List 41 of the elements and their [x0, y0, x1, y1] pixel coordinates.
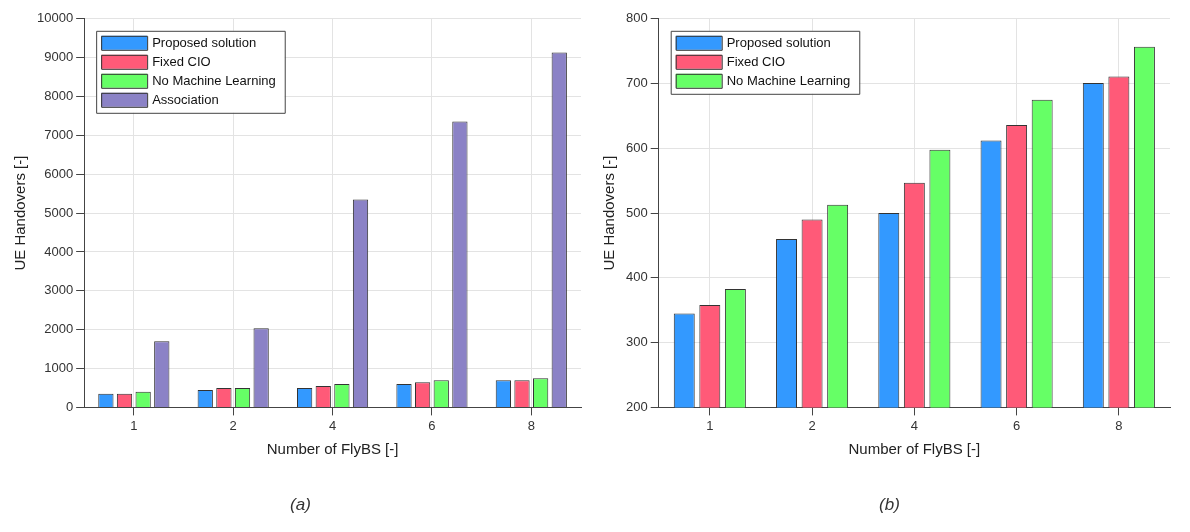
x-axis-title: Number of FlyBS [-]	[848, 440, 981, 458]
legend-label: No Machine Learning	[726, 73, 851, 89]
x-axis-title: Number of FlyBS [-]	[266, 440, 399, 458]
y-axis-title: UE Handovers [-]	[11, 155, 29, 271]
y-tick-label: 200	[625, 398, 648, 414]
x-tick-label: 8	[1115, 417, 1123, 433]
y-tick-label: 2000	[44, 321, 74, 337]
y-tick-label: 6000	[44, 165, 74, 181]
y-tick-label: 500	[625, 204, 648, 220]
y-tick-label: 9000	[44, 49, 74, 65]
x-tick-label: 8	[527, 417, 535, 433]
y-tick-label: 10000	[36, 10, 74, 26]
y-tick-label: 300	[625, 334, 648, 350]
y-tick-label: 8000	[44, 88, 74, 104]
y-tick-label: 800	[625, 10, 648, 26]
legend-label: Proposed solution	[152, 35, 257, 51]
y-tick-label: 3000	[44, 282, 74, 298]
legend-label: Association	[152, 92, 219, 108]
x-tick-label: 2	[808, 417, 816, 433]
x-tick-label: 2	[229, 417, 237, 433]
x-tick-label: 4	[328, 417, 337, 433]
y-tick-label: 600	[625, 139, 648, 155]
legend-label: Proposed solution	[726, 35, 831, 51]
text: (b)	[879, 495, 900, 515]
y-axis-title: UE Handovers [-]	[600, 155, 618, 271]
y-tick-label: 4000	[44, 243, 74, 259]
legend-label: No Machine Learning	[152, 73, 276, 89]
y-tick-label: 7000	[44, 126, 74, 142]
x-tick-label: 1	[130, 417, 138, 433]
legend-label: Fixed CIO	[152, 54, 211, 70]
y-tick-label: 0	[65, 398, 74, 414]
x-tick-label: 6	[428, 417, 436, 433]
legend-label: Fixed CIO	[726, 54, 786, 70]
text: (a)	[290, 495, 311, 515]
x-tick-label: 4	[910, 417, 918, 433]
y-tick-label: 1000	[44, 360, 74, 376]
x-tick-label: 1	[706, 417, 714, 433]
y-tick-label: 700	[625, 75, 648, 91]
x-tick-label: 6	[1012, 417, 1021, 433]
y-tick-label: 5000	[44, 204, 74, 220]
y-tick-label: 400	[625, 269, 648, 285]
